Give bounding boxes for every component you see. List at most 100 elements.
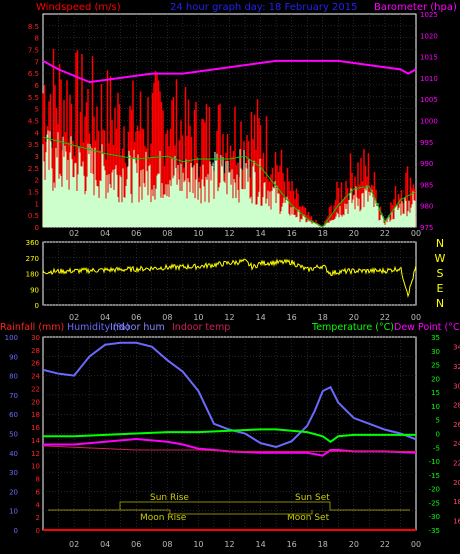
x-tick-labels: 02 02 02 04 04 04 06 06 06 08 08 08 10 10 10 12 12 12 14 14… (69, 229, 421, 549)
bottom-axis-tick-label: 0 (436, 431, 440, 439)
windspeed-tick-label: 5 (35, 106, 39, 114)
barometer-tick-label: 995 (420, 139, 433, 147)
bottom-axis-tick-label: 40 (9, 450, 18, 458)
windspeed-tick-label: 6.5 (28, 70, 39, 78)
wind-direction-line (42, 258, 417, 298)
windspeed-tick-label: 4 (35, 129, 40, 137)
bottom-axis-tick-label: 28 (453, 402, 460, 410)
x-tick-label: 22 (380, 229, 390, 238)
windspeed-tick-label: 7.5 (28, 47, 39, 55)
bottom-axis-tick-label: 25 (431, 362, 440, 370)
x-tick-label: 20 (349, 313, 359, 322)
bottom-axis-tick-label: 2 (36, 514, 40, 522)
x-tick-label: 12 (224, 229, 234, 238)
bottom-axis-tick-label: 90 (9, 353, 18, 361)
direction-tick-label: 0 (35, 302, 39, 310)
bottom-axis-tick-label: 6 (36, 488, 41, 496)
bottom-axis-tick-label: -5 (433, 444, 440, 452)
windspeed-tick-label: 8 (35, 35, 39, 43)
direction-tick-label: 270 (26, 255, 39, 263)
bottom-axis-tick-label: 10 (9, 508, 18, 516)
x-tick-label: 00 (411, 540, 421, 549)
bottom-axis-tick-label: 0 (14, 527, 18, 535)
x-tick-label: 00 (411, 313, 421, 322)
x-tick-label: 00 (411, 229, 421, 238)
x-tick-label: 04 (100, 540, 110, 549)
direction-tick-label: 180 (26, 271, 39, 279)
bottom-axis-tick-label: 4 (36, 501, 41, 509)
bottom-axis-tick-label: -25 (429, 499, 440, 507)
x-tick-label: 12 (224, 313, 234, 322)
windspeed-tick-label: 7 (35, 58, 39, 66)
x-tick-label: 02 (69, 313, 79, 322)
bottom-axis-tick-label: 18 (31, 411, 40, 419)
x-tick-label: 20 (349, 540, 359, 549)
bottom-title-label: Indoor hum (110, 322, 165, 333)
bottom-axis-tick-label: 20 (9, 488, 18, 496)
x-tick-label: 14 (255, 229, 265, 238)
windspeed-tick-label: 8.5 (28, 23, 39, 31)
bottom-axis-tick-label: 26 (453, 421, 460, 429)
compass-letter: E (437, 282, 444, 295)
sun-rise-label: Sun Rise (150, 493, 189, 503)
bottom-axis-tick-label: 80 (9, 373, 18, 381)
barometer-tick-label: 1000 (420, 118, 438, 126)
windspeed-tick-label: 2 (35, 177, 39, 185)
x-tick-label: 16 (287, 540, 297, 549)
compass-letter: N (436, 297, 444, 310)
bottom-axis-tick-label: 12 (31, 450, 40, 458)
bottom-axis-tick-label: -20 (429, 486, 440, 494)
windspeed-avg-line (42, 136, 416, 228)
x-tick-label: 12 (224, 540, 234, 549)
barometer-title: Barometer (hpa) (374, 2, 457, 13)
bottom-axis-tick-label: 22 (31, 385, 40, 393)
x-tick-label: 02 (69, 540, 79, 549)
barometer-tick-label: 1025 (420, 11, 438, 19)
bottom-axis-tick-label: -10 (429, 458, 440, 466)
top-series (42, 48, 417, 228)
compass-letter: N (436, 237, 444, 250)
x-tick-label: 06 (131, 313, 141, 322)
barometer-tick-label: 975 (420, 224, 433, 232)
x-tick-label: 04 (100, 313, 110, 322)
bottom-axis-tick-label: 35 (431, 334, 440, 342)
bottom-axis-tick-label: 30 (31, 334, 40, 342)
bottom-series (42, 341, 417, 531)
windspeed-tick-label: 3.5 (28, 141, 39, 149)
series-line (43, 428, 416, 443)
x-tick-label: 22 (380, 313, 390, 322)
bottom-title-label: Dew Point (°C) (394, 322, 460, 333)
windspeed-title: Windspeed (m/s) (36, 2, 121, 13)
bottom-axis-tick-label: 60 (9, 411, 18, 419)
sun-line (48, 501, 410, 511)
bottom-axis-tick-label: 34 (453, 344, 460, 352)
compass-letter: S (437, 267, 444, 280)
sun-set-label: Sun Set (295, 493, 330, 503)
bottom-axis-tick-label: 10 (431, 403, 440, 411)
windspeed-tick-label: 3 (35, 153, 39, 161)
x-tick-label: 16 (287, 229, 297, 238)
direction-tick-label: 360 (26, 239, 39, 247)
mid-grid (43, 241, 416, 306)
moon-line (48, 509, 313, 515)
series-line (43, 438, 417, 457)
x-tick-label: 14 (255, 540, 265, 549)
bottom-axis-tick-label: 30 (431, 348, 440, 356)
barometer-tick-label: 985 (420, 181, 433, 189)
barometer-tick-label: 980 (420, 203, 433, 211)
bottom-axis-tick-label: -30 (429, 513, 440, 521)
x-tick-label: 10 (193, 540, 203, 549)
x-tick-label: 08 (162, 229, 172, 238)
bottom-axis-tick-label: 5 (436, 417, 440, 425)
x-tick-label: 06 (131, 229, 141, 238)
x-tick-label: 08 (162, 313, 172, 322)
bottom-axis-tick-label: 70 (9, 392, 18, 400)
bottom-axis-tick-label: -35 (429, 527, 440, 535)
bottom-title-label: Indoor temp (172, 322, 230, 333)
bottom-title-label: Temperature (°C) (311, 322, 394, 333)
mid-series (42, 258, 417, 298)
bottom-axis-tick-label: 0 (36, 527, 40, 535)
bottom-axis-tick-label: 24 (31, 373, 40, 381)
barometer-tick-label: 1005 (420, 96, 438, 104)
